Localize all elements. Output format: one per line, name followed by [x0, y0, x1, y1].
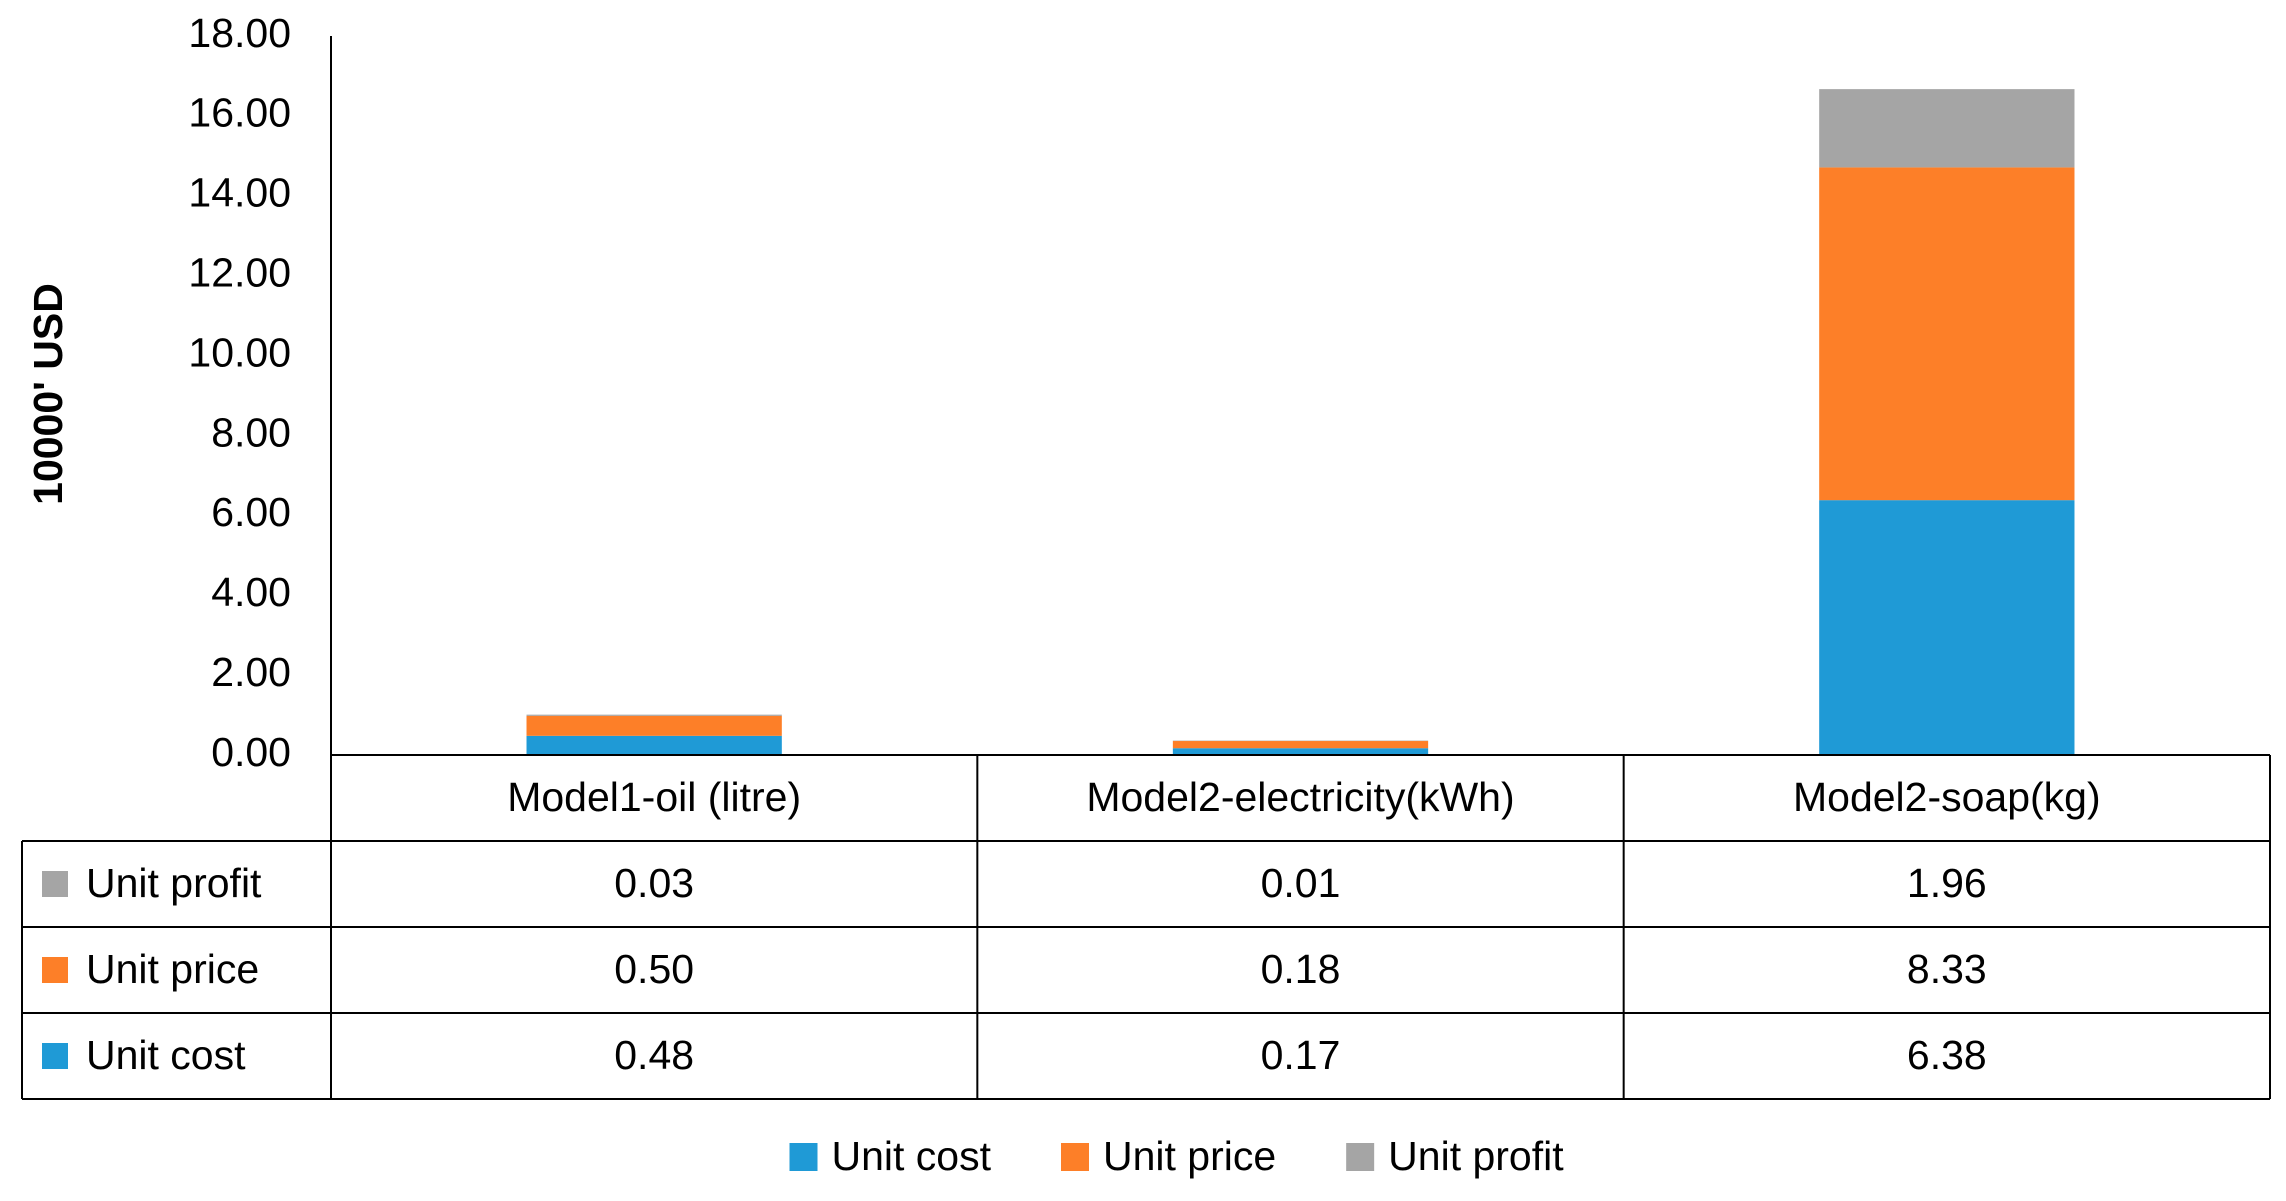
table-cell: 1.96 [1907, 860, 1987, 906]
y-tick-label: 2.00 [211, 649, 291, 695]
bar-segment [526, 715, 782, 736]
legend-key [789, 1143, 818, 1171]
table-cell: 8.33 [1907, 946, 1987, 992]
x-tick-label: Model2-electricity(kWh) [1086, 774, 1514, 820]
y-tick-label: 6.00 [211, 489, 291, 535]
y-tick-label: 8.00 [211, 409, 291, 455]
y-tick-label: 14.00 [188, 170, 291, 216]
table-cell: 0.48 [614, 1032, 694, 1078]
table-key [42, 1043, 68, 1069]
y-tick-label: 12.00 [188, 249, 291, 295]
x-tick-label: Model1-oil (litre) [507, 774, 801, 820]
legend-label: Unit profit [1388, 1133, 1564, 1179]
bar-segment [1172, 741, 1429, 749]
bar-segment [1819, 500, 2075, 755]
bar-segment [526, 735, 782, 755]
bar-segment [1819, 89, 2075, 168]
table-cell: 0.17 [1261, 1032, 1341, 1078]
table-row-label: Unit price [86, 946, 259, 992]
bar-segment [1172, 748, 1429, 755]
bar-segment [1819, 167, 2075, 501]
table-cell: 0.03 [614, 860, 694, 906]
bar-segment [526, 714, 782, 716]
legend-label: Unit cost [832, 1133, 992, 1179]
legend-key [1346, 1143, 1375, 1171]
x-tick-label: Model2-soap(kg) [1793, 774, 2101, 820]
legend-label: Unit price [1103, 1133, 1276, 1179]
y-tick-label: 10.00 [188, 329, 291, 375]
table-cell: 0.50 [614, 946, 694, 992]
table-cell: 0.18 [1261, 946, 1341, 992]
y-tick-label: 4.00 [211, 569, 291, 615]
legend-key [1061, 1143, 1089, 1171]
y-tick-label: 16.00 [188, 90, 291, 136]
y-axis-label: 10000' USD [25, 283, 71, 505]
y-tick-label: 0.00 [211, 729, 291, 775]
table-cell: 0.01 [1261, 860, 1341, 906]
table-row-label: Unit profit [86, 860, 262, 906]
y-tick-label: 18.00 [188, 10, 291, 56]
table-key [42, 871, 68, 897]
table-key [42, 957, 68, 983]
table-cell: 6.38 [1907, 1032, 1987, 1078]
table-row-label: Unit cost [86, 1032, 246, 1078]
